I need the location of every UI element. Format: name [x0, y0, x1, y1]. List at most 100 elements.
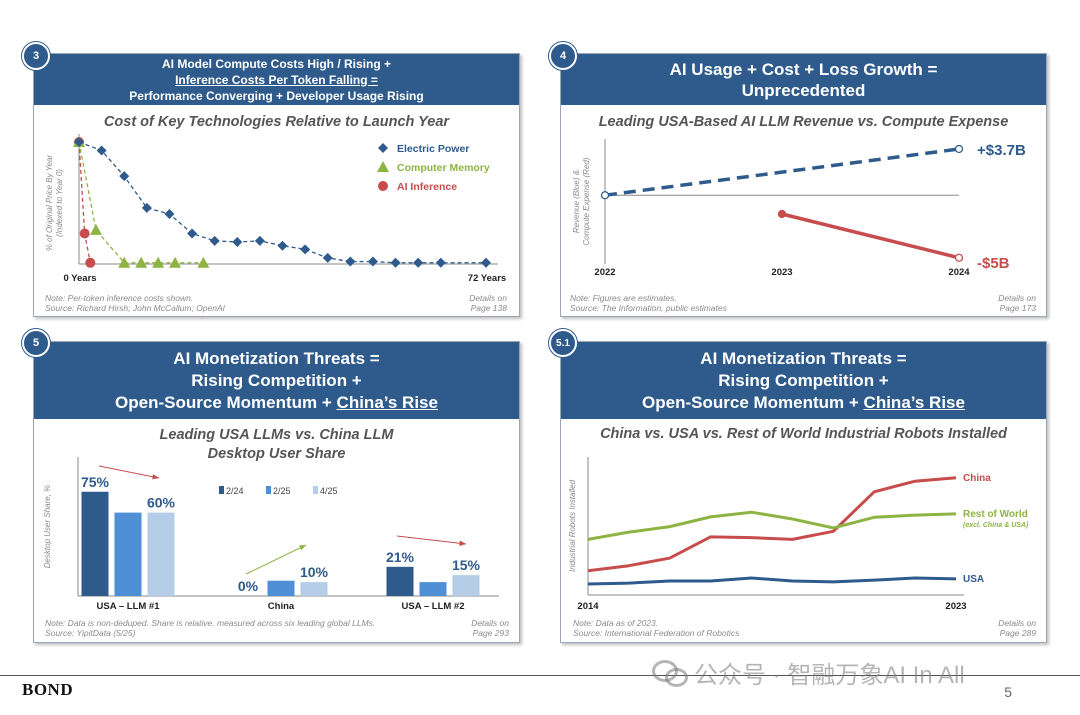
data-point [96, 145, 107, 156]
page-number: 5 [1004, 684, 1012, 700]
bar [300, 582, 328, 596]
series-line [587, 510, 957, 541]
footnote: Note: Per-token inference costs shown. S… [45, 293, 225, 313]
data-label: 60% [147, 495, 176, 511]
user-share-chart: Desktop User Share, % USA – LLM #1 China US… [43, 457, 499, 612]
panel-4: AI Usage + Cost + Loss Growth = Unpreced… [560, 53, 1047, 317]
arrow-head [299, 545, 306, 551]
page-ref: Page 138 [470, 303, 507, 313]
data-label: 10% [300, 564, 329, 580]
note-line: Note: Figures are estimates. [570, 293, 677, 303]
end-value-label: +$3.7B [977, 142, 1026, 159]
data-point [413, 257, 424, 268]
data-point [390, 257, 401, 268]
data-point [118, 256, 131, 268]
data-point [89, 223, 102, 235]
details-ref: Details on Page 293 [471, 618, 509, 638]
category-label: China [268, 601, 295, 612]
series-line [78, 141, 91, 263]
note-line: Note: Data as of 2023. [573, 618, 659, 628]
data-point [300, 244, 311, 255]
note-line: Note: Per-token inference costs shown. [45, 293, 194, 303]
legend-label: 2/24 [226, 486, 244, 496]
revenue-expense-chart: Revenue (Blue) &Compute Expense (Red) 202… [572, 139, 1026, 278]
bar [419, 582, 447, 596]
y-axis-label: Revenue (Blue) &Compute Expense (Red) [572, 157, 591, 245]
end-value-label: -$5B [977, 255, 1010, 272]
header-line: Unprecedented [741, 80, 866, 100]
chart-title: Leading USA LLMs vs. China LLM Desktop U… [34, 426, 519, 464]
source-line: Source: International Federation of Robo… [573, 628, 740, 638]
bar [81, 491, 109, 596]
bar [114, 512, 142, 596]
arrow-head [152, 474, 159, 480]
header-line: Rising Competition + [718, 370, 889, 390]
panel-3: AI Model Compute Costs High / Rising + I… [33, 53, 520, 317]
data-point [141, 202, 152, 213]
title-line: Desktop User Share [207, 446, 346, 462]
legend-label: AI Inference [397, 181, 457, 193]
data-point [197, 256, 210, 268]
panel-badge: 3 [22, 42, 50, 70]
cost-chart: % of Original Price By Year(Indexed to Y… [45, 134, 506, 284]
header-line: Rising Competition + [191, 370, 362, 390]
legend-label: 2/25 [273, 486, 291, 496]
trend-arrow [396, 535, 467, 545]
y-axis-label: % of Original Price By Year(Indexed to Y… [45, 154, 64, 251]
bar [147, 512, 175, 596]
legend-swatch [219, 486, 224, 494]
trend-arrow [98, 465, 160, 479]
page-ref: Page 173 [999, 303, 1036, 313]
brand-logo: BOND [22, 680, 74, 699]
data-point [169, 256, 182, 268]
data-point [481, 257, 491, 268]
chart-title: Cost of Key Technologies Relative to Lau… [103, 114, 450, 130]
arrow-head [459, 540, 466, 546]
data-point [74, 137, 84, 147]
legend-swatch [313, 486, 318, 494]
end-point [954, 253, 964, 262]
data-point [345, 256, 356, 267]
panel-4-header: AI Usage + Cost + Loss Growth = Unpreced… [561, 54, 1046, 105]
series-line [78, 141, 204, 264]
series-line [587, 576, 957, 586]
data-label: 75% [81, 474, 110, 490]
footnote: Note: Data is non-deduped. Share is rela… [45, 618, 375, 638]
details-line: Details on [471, 618, 509, 628]
data-point [232, 237, 243, 248]
panel-3-header: AI Model Compute Costs High / Rising + I… [34, 54, 519, 105]
legend-label: 4/25 [320, 486, 338, 496]
header-segment: Open-Source Momentum + [642, 392, 864, 412]
header-line: AI Usage + Cost + Loss Growth = [669, 59, 938, 79]
footnote: Note: Figures are estimates. Source: The… [570, 293, 727, 313]
data-point [254, 235, 265, 246]
y-axis-label-line: Revenue (Blue) & [572, 170, 581, 233]
panel-5-1: AI Monetization Threats = Rising Competi… [560, 341, 1047, 643]
data-point [119, 171, 130, 182]
y-axis-label: Desktop User Share, % [43, 485, 52, 569]
header-line: AI Monetization Threats = [700, 348, 907, 368]
data-label: 0% [238, 578, 259, 594]
series-line [604, 147, 960, 197]
data-point [435, 257, 446, 268]
data-point [79, 228, 90, 239]
chart-title: Leading USA-Based AI LLM Revenue vs. Com… [598, 114, 1009, 130]
category-label: USA – LLM #2 [402, 601, 465, 612]
y-axis-label-line: Compute Expense (Red) [582, 157, 591, 245]
header-segment: China’s Rise [863, 392, 965, 412]
legend-marker [378, 143, 388, 153]
watermark-text: 公众号 · 智融万象AI In All [694, 662, 965, 689]
series-label: USA [963, 574, 984, 585]
header-segment: China’s Rise [336, 392, 438, 412]
source-line: Source: YipitData (5/25) [45, 628, 136, 638]
x-tick-label: 2023 [771, 267, 792, 278]
bar [452, 575, 480, 596]
panel-5: AI Monetization Threats = Rising Competi… [33, 341, 520, 643]
data-point [85, 257, 96, 268]
legend-label: Computer Memory [397, 162, 490, 174]
panel-5-header: AI Monetization Threats = Rising Competi… [34, 342, 519, 419]
data-point [367, 256, 378, 267]
title-line: Leading USA LLMs vs. China LLM [159, 427, 394, 443]
source-line: Source: Richard Hirsh; John McCallum; Op… [45, 303, 225, 313]
data-point [277, 240, 288, 251]
